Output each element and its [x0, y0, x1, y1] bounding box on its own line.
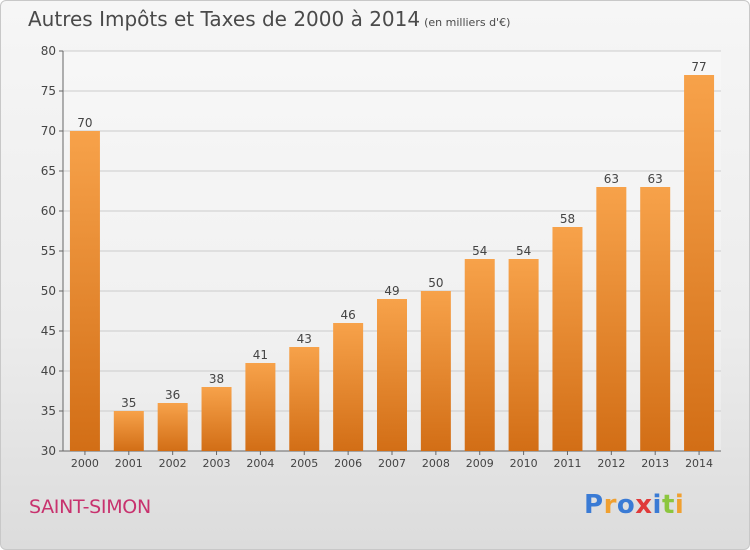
x-tick-label-2014: 2014 [685, 457, 713, 470]
bar-2006 [333, 323, 364, 451]
label-layer: 70 2000 35 2001 36 2002 38 2003 41 2004 43 2005 46 20… [71, 60, 713, 470]
x-tick-label-2000: 2000 [71, 457, 99, 470]
logo-letter: i [674, 490, 685, 520]
y-tick-label: 65 [41, 164, 56, 178]
x-tick-label-2007: 2007 [378, 457, 406, 470]
bar-2005 [289, 347, 320, 451]
data-label-2007: 49 [384, 284, 399, 298]
bar-2003 [201, 387, 232, 451]
proxiti-logo[interactable]: Proxiti [584, 490, 684, 520]
data-label-2003: 38 [209, 372, 224, 386]
bar-2011 [552, 227, 583, 451]
x-tick-label-2006: 2006 [334, 457, 362, 470]
logo-letter: P [584, 490, 604, 520]
y-tick-label: 45 [41, 324, 56, 338]
bar-layer [69, 75, 715, 451]
bar-2012 [596, 187, 627, 451]
data-label-2005: 43 [297, 332, 312, 346]
x-tick-label-2003: 2003 [203, 457, 231, 470]
y-tick-label: 40 [41, 364, 56, 378]
y-tick-label: 30 [41, 444, 56, 458]
x-tick-label-2002: 2002 [159, 457, 187, 470]
x-tick-label-2005: 2005 [290, 457, 318, 470]
data-label-2006: 46 [340, 308, 355, 322]
x-tick-label-2001: 2001 [115, 457, 143, 470]
chart-title-text: Autres Impôts et Taxes de 2000 à 2014 [28, 7, 421, 31]
bar-2004 [245, 363, 276, 451]
bar-2001 [113, 411, 144, 451]
data-label-2000: 70 [77, 116, 92, 130]
bar-2009 [464, 259, 495, 451]
x-tick-label-2013: 2013 [641, 457, 669, 470]
data-label-2008: 50 [428, 276, 443, 290]
chart-title: Autres Impôts et Taxes de 2000 à 2014 (en… [28, 7, 510, 31]
bar-2008 [420, 291, 451, 451]
y-tick-label: 75 [41, 84, 56, 98]
y-tick-label: 80 [41, 44, 56, 58]
bar-2002 [157, 403, 188, 451]
data-label-2013: 63 [648, 172, 663, 186]
chart-unit: (en milliers d'€) [424, 16, 511, 29]
logo-letter: i [652, 490, 662, 520]
y-tick-label: 55 [41, 244, 56, 258]
bar-2010 [508, 259, 539, 451]
data-label-2001: 35 [121, 396, 136, 410]
bar-2000 [69, 131, 100, 451]
data-label-2009: 54 [472, 244, 487, 258]
logo-letter: o [616, 490, 636, 520]
y-tick-label: 35 [41, 404, 56, 418]
y-tick-label: 60 [41, 204, 56, 218]
commune-name: SAINT-SIMON [29, 496, 151, 518]
bar-2014 [684, 75, 715, 451]
logo-letter: x [635, 490, 653, 520]
logo-letter: r [603, 490, 617, 520]
bar-2007 [377, 299, 407, 451]
data-label-2002: 36 [165, 388, 180, 402]
x-tick-label-2012: 2012 [597, 457, 625, 470]
x-tick-label-2011: 2011 [553, 457, 581, 470]
x-tick-label-2009: 2009 [466, 457, 494, 470]
data-label-2012: 63 [604, 172, 619, 186]
data-label-2004: 41 [253, 348, 268, 362]
x-tick-label-2004: 2004 [246, 457, 274, 470]
x-tick-label-2008: 2008 [422, 457, 450, 470]
data-label-2011: 58 [560, 212, 575, 226]
y-tick-label: 70 [41, 124, 56, 138]
data-label-2014: 77 [691, 60, 706, 74]
x-tick-label-2010: 2010 [510, 457, 538, 470]
y-tick-label: 50 [41, 284, 56, 298]
logo-letter: t [661, 490, 675, 520]
bar-2013 [640, 187, 671, 451]
data-label-2010: 54 [516, 244, 531, 258]
